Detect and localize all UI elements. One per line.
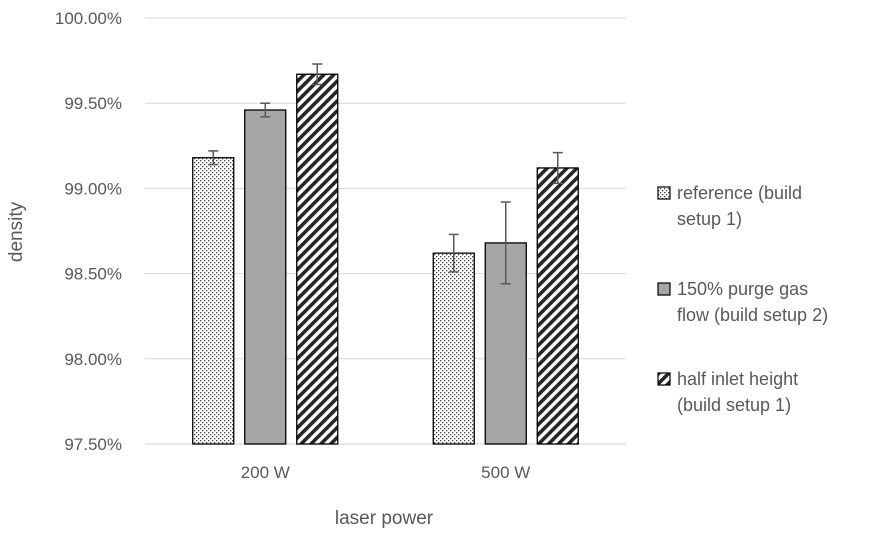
legend-label: half inlet height [677, 369, 798, 389]
bar [432, 252, 475, 445]
legend-label: flow (build setup 2) [677, 305, 828, 325]
bars [192, 73, 579, 445]
y-tick-label: 98.50% [64, 265, 122, 284]
legend-swatch [657, 186, 671, 200]
legend-item: half inlet height (build setup 1) [657, 369, 798, 415]
x-tick-label: 200 W [241, 463, 290, 482]
error-bar [448, 233, 459, 273]
bar [296, 73, 339, 445]
y-tick-label: 97.50% [64, 435, 122, 454]
bar [244, 109, 287, 445]
legend-swatch [657, 372, 671, 386]
x-axis-title: laser power [335, 508, 434, 529]
bar [536, 167, 579, 445]
error-bar [312, 63, 323, 86]
legend-item: reference (build setup 1) [657, 183, 802, 229]
legend-label: reference (build [677, 183, 802, 203]
y-tick-label: 100.00% [55, 9, 122, 28]
legend-label: (build setup 1) [677, 395, 791, 415]
y-tick-label: 99.00% [64, 179, 122, 198]
y-axis-tick-labels: 97.50% 98.00% 98.50% 99.00% 99.50% 100.00% [55, 9, 122, 454]
error-bar [260, 102, 271, 118]
bar [192, 157, 235, 445]
legend-item: 150% purge gas flow (build setup 2) [657, 279, 828, 325]
x-axis-tick-labels: 200 W 500 W [241, 463, 531, 482]
error-bar [208, 150, 219, 166]
legend-swatch [657, 282, 671, 296]
legend-label: setup 1) [677, 209, 742, 229]
error-bars [208, 63, 563, 285]
x-tick-label: 500 W [481, 463, 530, 482]
y-axis-title: density [6, 201, 27, 262]
y-tick-label: 98.00% [64, 350, 122, 369]
legend: reference (build setup 1) 150% purge gas fl… [657, 183, 828, 415]
error-bar [552, 151, 563, 185]
error-bar [500, 201, 511, 285]
legend-label: 150% purge gas [677, 279, 808, 299]
y-tick-label: 99.50% [64, 94, 122, 113]
